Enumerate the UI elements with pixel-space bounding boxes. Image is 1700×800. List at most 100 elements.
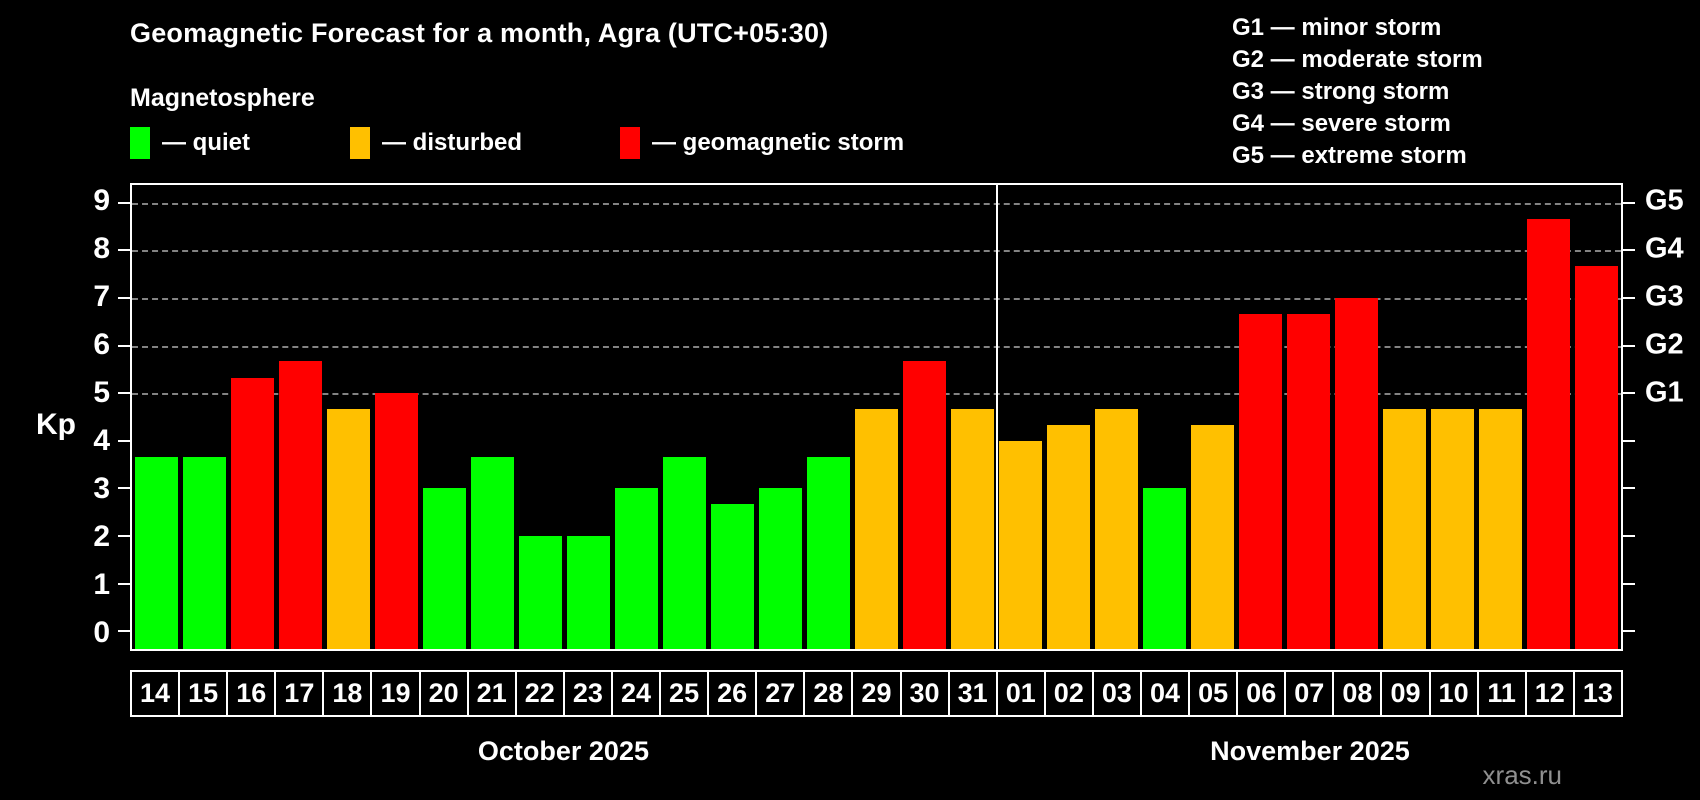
bar-slot-day-22 bbox=[516, 185, 564, 649]
kp-bar-day-30 bbox=[903, 361, 947, 649]
kp-bar-day-14 bbox=[134, 456, 178, 649]
left-tick-kp-9 bbox=[118, 201, 130, 204]
bar-slot-day-30 bbox=[901, 185, 949, 649]
kp-bar-day-31 bbox=[951, 408, 995, 649]
bar-slot-day-02 bbox=[1045, 185, 1093, 649]
gridline-kp-6 bbox=[132, 345, 1621, 348]
bar-slot-day-26 bbox=[708, 185, 756, 649]
g3-legend-line: G3 — strong storm bbox=[1232, 78, 1450, 105]
bar-slot-day-12 bbox=[1525, 185, 1573, 649]
left-tick-kp-6 bbox=[118, 344, 130, 347]
left-tick-kp-3 bbox=[118, 487, 130, 490]
day-label-11: 11 bbox=[1479, 672, 1527, 715]
month-label-october: October 2025 bbox=[477, 736, 649, 766]
day-label-23: 23 bbox=[565, 672, 613, 715]
day-label-14: 14 bbox=[132, 672, 181, 715]
bar-slot-day-05 bbox=[1189, 185, 1237, 649]
bar-slot-day-08 bbox=[1333, 185, 1381, 649]
day-label-28: 28 bbox=[805, 672, 854, 715]
kp-bar-day-04 bbox=[1143, 488, 1187, 649]
day-label-08: 08 bbox=[1334, 672, 1383, 715]
g-scale-tick-labels: G1 G2 G3 G4 G5 bbox=[1645, 183, 1700, 651]
bar-slot-day-18 bbox=[324, 185, 372, 649]
g2-legend-line: G2 — moderate storm bbox=[1232, 46, 1483, 73]
day-label-03: 03 bbox=[1094, 672, 1142, 715]
kp-bar-day-18 bbox=[326, 408, 370, 649]
y-tick-label-6: 6 bbox=[93, 327, 110, 361]
bar-slot-day-21 bbox=[468, 185, 516, 649]
month-labels-row: October 2025 November 2025 bbox=[130, 736, 1623, 767]
day-label-05: 05 bbox=[1190, 672, 1239, 715]
right-tick-kp-6 bbox=[1623, 344, 1635, 347]
bar-slot-day-25 bbox=[660, 185, 708, 649]
day-label-09: 09 bbox=[1382, 672, 1431, 715]
g4-legend-line: G4 — severe storm bbox=[1232, 110, 1451, 137]
bar-slot-day-10 bbox=[1429, 185, 1477, 649]
kp-bar-day-09 bbox=[1383, 408, 1427, 649]
right-tick-kp-9 bbox=[1623, 201, 1635, 204]
g-tick-label-g4: G4 bbox=[1645, 232, 1684, 265]
storm-color-swatch bbox=[620, 127, 640, 159]
right-tick-kp-1 bbox=[1623, 582, 1635, 585]
kp-bar-day-16 bbox=[230, 377, 274, 649]
bar-slot-day-16 bbox=[228, 185, 276, 649]
left-tick-kp-1 bbox=[118, 582, 130, 585]
kp-bar-day-03 bbox=[1095, 408, 1139, 649]
bar-slot-day-27 bbox=[756, 185, 804, 649]
right-tick-kp-0 bbox=[1623, 630, 1635, 633]
bar-slot-day-19 bbox=[372, 185, 420, 649]
bar-slot-day-07 bbox=[1285, 185, 1333, 649]
bar-slot-day-17 bbox=[276, 185, 324, 649]
day-label-10: 10 bbox=[1431, 672, 1479, 715]
right-tick-kp-5 bbox=[1623, 392, 1635, 395]
y-tick-label-5: 5 bbox=[93, 376, 110, 409]
day-label-31: 31 bbox=[950, 672, 998, 715]
g-tick-label-g5: G5 bbox=[1645, 184, 1684, 217]
kp-bar-day-12 bbox=[1527, 218, 1571, 649]
y-tick-label-1: 1 bbox=[93, 568, 110, 601]
bar-slot-day-06 bbox=[1237, 185, 1285, 649]
left-tick-kp-7 bbox=[118, 297, 130, 300]
kp-bar-day-06 bbox=[1239, 313, 1283, 649]
y-tick-label-4: 4 bbox=[93, 424, 110, 457]
bar-slot-day-13 bbox=[1573, 185, 1621, 649]
month-separator-line bbox=[995, 185, 998, 649]
g-scale-legend: G1 — minor storm G2 — moderate storm G3 … bbox=[1232, 12, 1483, 172]
day-label-07: 07 bbox=[1286, 672, 1335, 715]
kp-bar-day-26 bbox=[710, 504, 754, 649]
quiet-color-swatch bbox=[130, 127, 150, 159]
day-label-06: 06 bbox=[1238, 672, 1287, 715]
day-label-17: 17 bbox=[276, 672, 325, 715]
day-label-18: 18 bbox=[324, 672, 373, 715]
xras-watermark: xras.ru bbox=[1482, 760, 1562, 790]
kp-bar-day-24 bbox=[614, 488, 658, 649]
right-tick-kp-2 bbox=[1623, 534, 1635, 537]
kp-bar-day-08 bbox=[1335, 298, 1379, 649]
legend-label-storm: — geomagnetic storm bbox=[652, 129, 905, 156]
kp-bar-day-19 bbox=[374, 393, 418, 649]
kp-bar-day-10 bbox=[1431, 408, 1475, 649]
y-tick-label-3: 3 bbox=[93, 471, 110, 505]
y-tick-label-0: 0 bbox=[93, 616, 110, 649]
g1-legend-line: G1 — minor storm bbox=[1232, 14, 1442, 41]
day-label-16: 16 bbox=[228, 672, 277, 715]
day-label-29: 29 bbox=[853, 672, 902, 715]
day-label-20: 20 bbox=[421, 672, 469, 715]
month-label-november: November 2025 bbox=[1210, 736, 1410, 766]
bar-slot-day-23 bbox=[564, 185, 612, 649]
right-tick-kp-4 bbox=[1623, 439, 1635, 442]
bar-slot-day-24 bbox=[612, 185, 660, 649]
kp-bar-day-01 bbox=[999, 440, 1043, 649]
legend-item-disturbed: — disturbed bbox=[350, 126, 522, 160]
day-label-04: 04 bbox=[1142, 672, 1191, 715]
day-label-13: 13 bbox=[1582, 678, 1613, 708]
kp-bar-day-05 bbox=[1191, 425, 1235, 649]
page-title: Geomagnetic Forecast for a month, Agra (… bbox=[130, 18, 829, 48]
bar-slot-day-20 bbox=[420, 185, 468, 649]
kp-bar-day-21 bbox=[470, 456, 514, 649]
g5-legend-line: G5 — extreme storm bbox=[1232, 142, 1467, 169]
y-axis-title-kp: Kp bbox=[36, 408, 76, 441]
kp-bar-day-28 bbox=[806, 456, 850, 649]
bar-slot-day-01 bbox=[997, 185, 1045, 649]
left-tick-kp-5 bbox=[118, 392, 130, 395]
